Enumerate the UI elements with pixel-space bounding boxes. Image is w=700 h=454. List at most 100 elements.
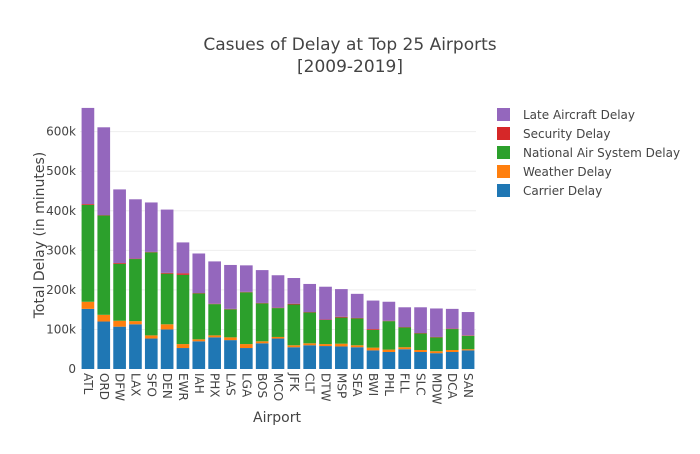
- bar-segment-clt-late-aircraft-delay[interactable]: [303, 284, 316, 312]
- bar-segment-las-national-air-system-delay[interactable]: [224, 309, 237, 337]
- bar-segment-lax-national-air-system-delay[interactable]: [129, 259, 142, 321]
- bar-segment-las-late-aircraft-delay[interactable]: [224, 265, 237, 309]
- bar-segment-ewr-national-air-system-delay[interactable]: [177, 275, 190, 344]
- bar-segment-bwi-carrier-delay[interactable]: [367, 350, 380, 369]
- bar-segment-sea-national-air-system-delay[interactable]: [351, 318, 364, 345]
- bar-segment-iah-national-air-system-delay[interactable]: [192, 293, 205, 339]
- bar-segment-slc-carrier-delay[interactable]: [414, 352, 427, 369]
- bar-segment-dfw-late-aircraft-delay[interactable]: [113, 189, 126, 263]
- bar-segment-mco-national-air-system-delay[interactable]: [272, 308, 285, 337]
- bar-segment-dtw-national-air-system-delay[interactable]: [319, 320, 332, 344]
- bar-segment-msp-late-aircraft-delay[interactable]: [335, 289, 348, 317]
- bar-segment-ord-late-aircraft-delay[interactable]: [97, 127, 110, 215]
- bar-segment-san-late-aircraft-delay[interactable]: [462, 312, 475, 335]
- bar-segment-clt-carrier-delay[interactable]: [303, 345, 316, 369]
- bar-segment-msp-security-delay[interactable]: [335, 317, 348, 318]
- bar-segment-fll-weather-delay[interactable]: [398, 347, 411, 349]
- bar-segment-atl-national-air-system-delay[interactable]: [82, 205, 95, 302]
- bar-segment-den-carrier-delay[interactable]: [161, 329, 174, 369]
- bar-segment-bwi-national-air-system-delay[interactable]: [367, 330, 380, 348]
- bar-segment-phx-national-air-system-delay[interactable]: [208, 304, 221, 335]
- bar-segment-dca-weather-delay[interactable]: [446, 350, 459, 352]
- bar-segment-sfo-weather-delay[interactable]: [145, 335, 158, 338]
- bar-segment-msp-carrier-delay[interactable]: [335, 346, 348, 369]
- bar-segment-mdw-weather-delay[interactable]: [430, 351, 443, 353]
- bar-segment-bwi-security-delay[interactable]: [367, 329, 380, 330]
- bar-segment-slc-weather-delay[interactable]: [414, 350, 427, 352]
- bar-segment-dtw-late-aircraft-delay[interactable]: [319, 287, 332, 320]
- bar-segment-dca-national-air-system-delay[interactable]: [446, 329, 459, 350]
- bar-segment-atl-late-aircraft-delay[interactable]: [82, 108, 95, 204]
- bar-segment-den-weather-delay[interactable]: [161, 324, 174, 329]
- legend-swatch[interactable]: [497, 165, 510, 178]
- bar-segment-atl-security-delay[interactable]: [82, 204, 95, 205]
- bar-segment-den-late-aircraft-delay[interactable]: [161, 210, 174, 273]
- bar-segment-bos-national-air-system-delay[interactable]: [256, 303, 269, 341]
- bar-segment-ord-carrier-delay[interactable]: [97, 322, 110, 369]
- bar-segment-phl-national-air-system-delay[interactable]: [383, 321, 396, 349]
- bar-segment-ewr-security-delay[interactable]: [177, 273, 190, 275]
- legend-swatch[interactable]: [497, 108, 510, 121]
- bar-segment-mdw-carrier-delay[interactable]: [430, 353, 443, 369]
- bar-segment-jfk-late-aircraft-delay[interactable]: [288, 278, 301, 304]
- bar-segment-dtw-carrier-delay[interactable]: [319, 346, 332, 369]
- bar-segment-lga-national-air-system-delay[interactable]: [240, 292, 253, 344]
- bar-segment-slc-national-air-system-delay[interactable]: [414, 333, 427, 350]
- bar-segment-ord-weather-delay[interactable]: [97, 315, 110, 322]
- bar-segment-iah-weather-delay[interactable]: [192, 339, 205, 341]
- bar-segment-las-carrier-delay[interactable]: [224, 340, 237, 369]
- bar-segment-iah-late-aircraft-delay[interactable]: [192, 253, 205, 293]
- bar-segment-dfw-carrier-delay[interactable]: [113, 327, 126, 369]
- bar-segment-lga-carrier-delay[interactable]: [240, 348, 253, 369]
- bar-segment-clt-weather-delay[interactable]: [303, 343, 316, 345]
- bar-segment-den-security-delay[interactable]: [161, 273, 174, 274]
- legend-label[interactable]: Weather Delay: [523, 165, 612, 179]
- bar-segment-dfw-weather-delay[interactable]: [113, 321, 126, 327]
- bar-segment-san-national-air-system-delay[interactable]: [462, 336, 475, 349]
- bar-segment-phl-weather-delay[interactable]: [383, 350, 396, 352]
- legend-swatch[interactable]: [497, 127, 510, 140]
- bar-segment-sfo-late-aircraft-delay[interactable]: [145, 202, 158, 251]
- bar-segment-mco-late-aircraft-delay[interactable]: [272, 275, 285, 307]
- bar-segment-sea-late-aircraft-delay[interactable]: [351, 294, 364, 318]
- bar-segment-dca-carrier-delay[interactable]: [446, 352, 459, 369]
- bar-segment-bos-weather-delay[interactable]: [256, 341, 269, 343]
- bar-segment-atl-weather-delay[interactable]: [82, 302, 95, 309]
- legend-label[interactable]: Late Aircraft Delay: [523, 108, 635, 122]
- bar-segment-jfk-weather-delay[interactable]: [288, 345, 301, 347]
- legend-label[interactable]: Security Delay: [523, 127, 611, 141]
- bar-segment-san-carrier-delay[interactable]: [462, 350, 475, 369]
- bar-segment-dca-late-aircraft-delay[interactable]: [446, 309, 459, 329]
- bar-segment-lax-weather-delay[interactable]: [129, 321, 142, 324]
- bar-segment-slc-late-aircraft-delay[interactable]: [414, 307, 427, 333]
- bar-segment-fll-national-air-system-delay[interactable]: [398, 327, 411, 347]
- bar-segment-dfw-national-air-system-delay[interactable]: [113, 264, 126, 321]
- bar-segment-ord-national-air-system-delay[interactable]: [97, 216, 110, 315]
- bar-segment-lax-late-aircraft-delay[interactable]: [129, 199, 142, 258]
- bar-segment-clt-national-air-system-delay[interactable]: [303, 312, 316, 343]
- bar-segment-ewr-carrier-delay[interactable]: [177, 348, 190, 369]
- bar-segment-las-weather-delay[interactable]: [224, 337, 237, 340]
- bar-segment-bos-carrier-delay[interactable]: [256, 343, 269, 369]
- bar-segment-fll-carrier-delay[interactable]: [398, 349, 411, 369]
- bar-segment-phx-late-aircraft-delay[interactable]: [208, 261, 221, 303]
- bar-segment-phx-weather-delay[interactable]: [208, 335, 221, 337]
- bar-segment-msp-national-air-system-delay[interactable]: [335, 318, 348, 344]
- bar-segment-dfw-security-delay[interactable]: [113, 263, 126, 264]
- legend-label[interactable]: National Air System Delay: [523, 146, 680, 160]
- legend-swatch[interactable]: [497, 184, 510, 197]
- bar-segment-ewr-late-aircraft-delay[interactable]: [177, 242, 190, 273]
- legend-swatch[interactable]: [497, 146, 510, 159]
- bar-segment-mco-carrier-delay[interactable]: [272, 339, 285, 369]
- bar-segment-atl-carrier-delay[interactable]: [82, 309, 95, 369]
- bar-segment-ewr-weather-delay[interactable]: [177, 344, 190, 348]
- bar-segment-sea-weather-delay[interactable]: [351, 345, 364, 347]
- bar-segment-sea-carrier-delay[interactable]: [351, 347, 364, 369]
- legend-label[interactable]: Carrier Delay: [523, 184, 602, 198]
- bar-segment-san-weather-delay[interactable]: [462, 349, 475, 350]
- bar-segment-fll-late-aircraft-delay[interactable]: [398, 307, 411, 327]
- bar-segment-jfk-carrier-delay[interactable]: [288, 347, 301, 369]
- bar-segment-msp-weather-delay[interactable]: [335, 344, 348, 347]
- bar-segment-jfk-security-delay[interactable]: [288, 304, 301, 305]
- bar-segment-jfk-national-air-system-delay[interactable]: [288, 305, 301, 346]
